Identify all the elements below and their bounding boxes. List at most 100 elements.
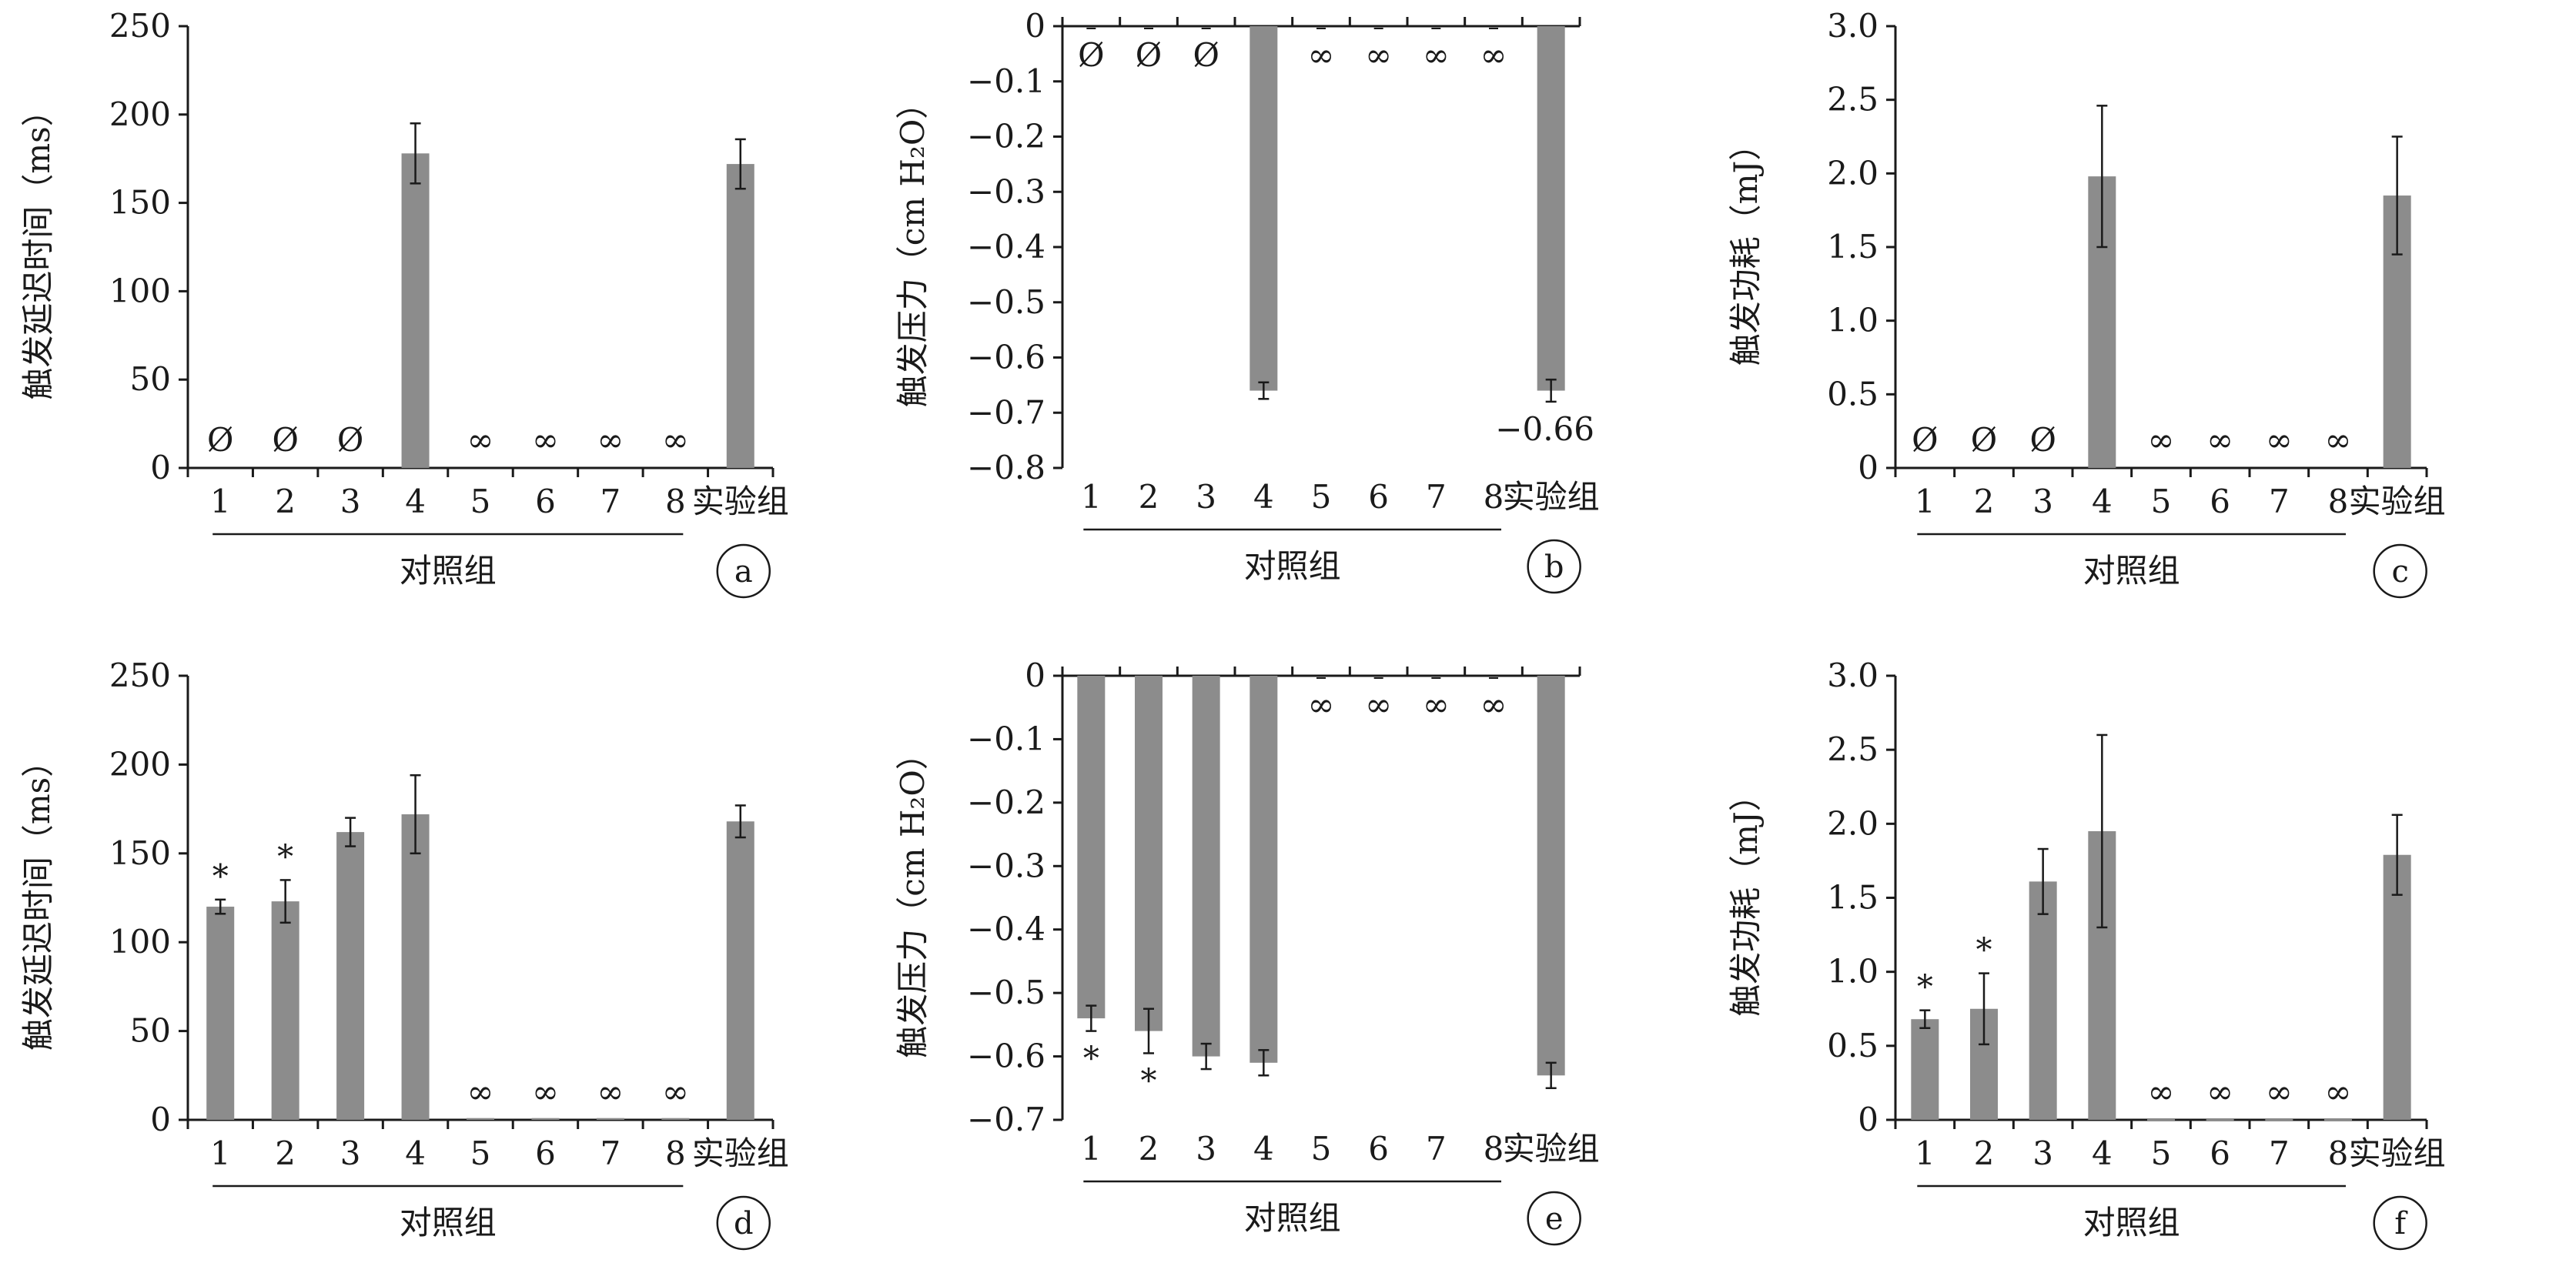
bar bbox=[1077, 676, 1106, 1019]
x-tick-label: 8 bbox=[665, 1134, 686, 1172]
y-tick-label: 0 bbox=[1858, 449, 1878, 486]
significance-mark: * bbox=[1141, 1061, 1157, 1099]
bar bbox=[467, 1118, 494, 1120]
chart-panel-e: 0 −0.1 −0.2 −0.3 −0.4 −0.5 −0.6 −0.7 * 1 * 2 3 4 ∞ 5 ∞ 6 ∞… bbox=[894, 657, 1600, 1246]
x-tick-label: 实验组 bbox=[692, 1134, 789, 1172]
x-tick-label: 实验组 bbox=[692, 483, 789, 520]
y-tick-label: −0.6 bbox=[967, 1037, 1045, 1075]
bar bbox=[2265, 1119, 2293, 1121]
group-label: 对照组 bbox=[400, 552, 497, 590]
x-tick-label: 6 bbox=[2210, 1134, 2230, 1172]
x-tick-label: 3 bbox=[2032, 1134, 2053, 1172]
y-tick-label: −0.3 bbox=[967, 847, 1045, 884]
y-tick-label: −0.6 bbox=[967, 339, 1045, 376]
panel-label-circle bbox=[1527, 539, 1581, 594]
y-tick-label: 100 bbox=[109, 272, 171, 309]
x-tick-label: 2 bbox=[275, 483, 296, 520]
group-label: 对照组 bbox=[2083, 552, 2180, 590]
chart-panel-b: 0 −0.1 −0.2 −0.3 −0.4 −0.5 −0.6 −0.7 −0.8 Ø 1 Ø 2 Ø 3 4… bbox=[894, 7, 1600, 594]
value-mark: ∞ bbox=[2206, 1073, 2233, 1111]
x-tick-label: 3 bbox=[1196, 1130, 1216, 1168]
bar bbox=[726, 821, 754, 1120]
y-tick-label: −0.4 bbox=[967, 910, 1045, 948]
value-mark: ∞ bbox=[1423, 36, 1450, 74]
value-mark: ∞ bbox=[1365, 686, 1392, 723]
x-tick-label: 8 bbox=[2328, 1134, 2349, 1172]
bar bbox=[661, 1118, 690, 1120]
bar bbox=[2029, 881, 2057, 1120]
value-mark: ∞ bbox=[1365, 36, 1392, 74]
y-tick-label: 1.0 bbox=[1827, 953, 1878, 991]
panel-label: a bbox=[734, 554, 753, 590]
value-mark: ∞ bbox=[662, 1073, 689, 1111]
y-tick-label: 0.5 bbox=[1827, 1027, 1878, 1064]
panel-label: f bbox=[2394, 1206, 2408, 1241]
significance-mark: * bbox=[1976, 931, 1992, 969]
bar bbox=[1537, 26, 1565, 391]
y-tick-label: 2.5 bbox=[1827, 81, 1878, 119]
panel-label-circle bbox=[1527, 1191, 1581, 1246]
y-axis-label: 触发功耗（mJ） bbox=[1727, 129, 1765, 366]
x-tick-label: 7 bbox=[601, 1134, 621, 1172]
value-mark: Ø bbox=[1136, 36, 1162, 74]
value-mark: ∞ bbox=[2148, 421, 2175, 459]
value-mark: Ø bbox=[1912, 421, 1938, 459]
y-tick-label: 200 bbox=[109, 745, 171, 783]
bar bbox=[1250, 676, 1278, 1063]
value-mark: Ø bbox=[1078, 36, 1104, 74]
x-tick-label: 2 bbox=[275, 1134, 296, 1172]
panel-label: c bbox=[2391, 554, 2408, 590]
group-label: 对照组 bbox=[1244, 1199, 1341, 1237]
significance-mark: * bbox=[212, 857, 229, 895]
value-mark: ∞ bbox=[1308, 686, 1335, 723]
y-tick-label: 3.0 bbox=[1827, 657, 1878, 694]
panel-label: e bbox=[1545, 1201, 1564, 1237]
x-tick-label: 5 bbox=[1311, 1130, 1332, 1168]
x-tick-label: 8 bbox=[665, 483, 686, 520]
x-tick-label: 4 bbox=[2092, 483, 2113, 520]
bar bbox=[1250, 26, 1278, 391]
bar bbox=[2206, 1119, 2234, 1121]
x-tick-label: 4 bbox=[1253, 1130, 1274, 1168]
y-tick-label: 200 bbox=[109, 95, 171, 133]
x-tick-label: 1 bbox=[1081, 1130, 1102, 1168]
y-tick-label: 0 bbox=[150, 449, 171, 486]
value-mark: ∞ bbox=[597, 421, 624, 459]
y-tick-label: 0 bbox=[1025, 657, 1045, 694]
value-mark: Ø bbox=[2029, 421, 2056, 459]
x-tick-label: 实验组 bbox=[1503, 1130, 1600, 1168]
bar bbox=[271, 901, 299, 1120]
y-tick-label: 150 bbox=[109, 184, 171, 222]
bar bbox=[1135, 676, 1163, 1031]
x-tick-label: 8 bbox=[1484, 1130, 1504, 1168]
y-tick-label: 2.0 bbox=[1827, 804, 1878, 842]
x-tick-label: 4 bbox=[405, 483, 426, 520]
x-tick-label: 1 bbox=[1915, 1134, 1935, 1172]
y-tick-label: −0.8 bbox=[967, 449, 1045, 486]
y-tick-label: −0.7 bbox=[967, 393, 1045, 431]
x-tick-label: 5 bbox=[470, 483, 491, 520]
x-tick-label: 3 bbox=[340, 483, 361, 520]
x-tick-label: 5 bbox=[2151, 483, 2172, 520]
value-mark: Ø bbox=[337, 421, 363, 459]
y-axis-label: 触发压力（cm H₂O） bbox=[894, 737, 932, 1058]
panel-label: d bbox=[734, 1206, 754, 1241]
x-tick-label: 2 bbox=[1139, 478, 1159, 516]
value-mark: ∞ bbox=[1480, 686, 1507, 723]
x-tick-label: 2 bbox=[1139, 1130, 1159, 1168]
bar bbox=[1537, 676, 1565, 1076]
bar bbox=[336, 832, 365, 1120]
bar bbox=[2383, 854, 2411, 1120]
y-tick-label: 250 bbox=[109, 657, 171, 694]
y-axis-label: 触发压力（cm H₂O） bbox=[894, 87, 932, 408]
value-mark: ∞ bbox=[2325, 1073, 2352, 1111]
value-mark: Ø bbox=[272, 421, 298, 459]
y-tick-label: −0.5 bbox=[967, 974, 1045, 1011]
bar bbox=[206, 907, 235, 1120]
x-tick-label: 6 bbox=[1368, 478, 1389, 516]
value-mark: ∞ bbox=[597, 1073, 624, 1111]
value-mark: ∞ bbox=[2266, 421, 2293, 459]
